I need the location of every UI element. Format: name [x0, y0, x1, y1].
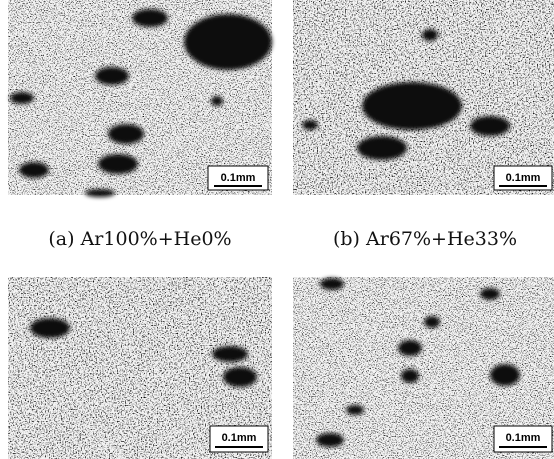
scale-label: 0.1mm [506, 172, 541, 184]
micrograph-d: 0.1mm [293, 277, 554, 459]
scale-label: 0.1mm [222, 432, 257, 444]
caption: (a) Ar100%+He0% [48, 228, 231, 250]
micrograph-c: 0.1mm [8, 277, 272, 459]
micrograph-b: 0.1mm [293, 0, 554, 195]
micrograph-a: 0.1mm [8, 0, 272, 197]
scale-label: 0.1mm [506, 432, 541, 444]
caption: (b) Ar67%+He33% [333, 228, 517, 250]
figure: 0.1mm 0.1mm (a) Ar100%+He0% (b) Ar67%+He… [0, 0, 554, 459]
scale-label: 0.1mm [221, 172, 256, 184]
